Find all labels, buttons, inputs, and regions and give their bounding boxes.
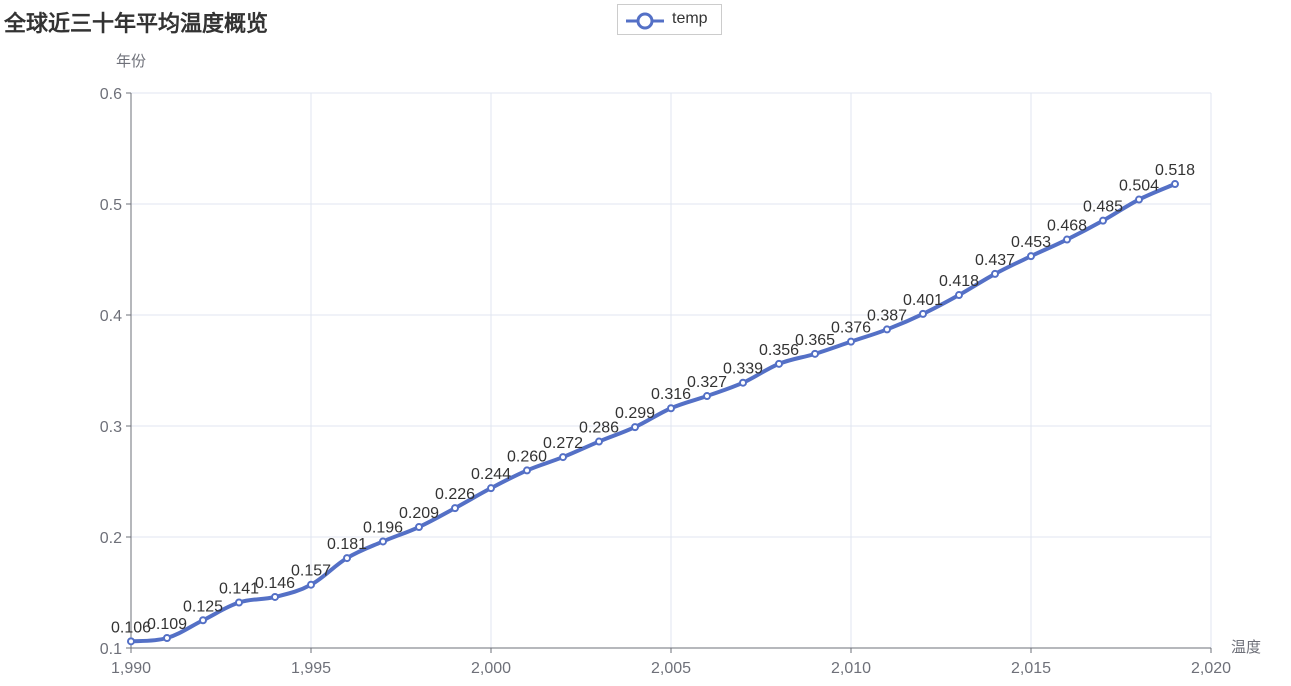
data-point <box>451 504 459 513</box>
data-label: 0.327 <box>687 374 727 391</box>
data-point <box>919 309 927 318</box>
data-point <box>883 325 891 334</box>
data-label: 0.226 <box>435 486 475 503</box>
data-point <box>343 554 351 563</box>
data-label: 0.244 <box>471 466 511 483</box>
chart-title: 全球近三十年平均温度概览 <box>4 12 269 37</box>
data-label: 0.316 <box>651 386 691 403</box>
x-tick-label: 1,990 <box>111 660 151 677</box>
data-point <box>595 437 603 446</box>
data-point <box>1027 252 1035 261</box>
data-point <box>235 598 243 607</box>
data-label: 0.504 <box>1119 178 1159 195</box>
x-tick-label: 2,020 <box>1191 660 1231 677</box>
data-point <box>667 404 675 413</box>
y-tick-label: 0.1 <box>100 641 122 658</box>
data-point <box>379 537 387 546</box>
data-label: 0.106 <box>111 619 151 636</box>
data-label: 0.125 <box>183 598 223 615</box>
data-point <box>955 291 963 300</box>
data-label: 0.387 <box>867 307 907 324</box>
legend-line-circle-icon <box>626 12 664 30</box>
data-label: 0.418 <box>939 273 979 290</box>
x-axis-name: 温度 <box>1231 638 1261 656</box>
data-point <box>199 616 207 625</box>
data-label: 0.196 <box>363 519 403 536</box>
data-point <box>1063 235 1071 244</box>
data-point <box>127 637 135 646</box>
data-label: 0.453 <box>1011 234 1051 251</box>
data-point <box>559 453 567 462</box>
data-point <box>307 580 315 589</box>
data-point <box>1099 216 1107 225</box>
data-label: 0.146 <box>255 575 295 592</box>
data-point <box>523 466 531 475</box>
y-tick-label: 0.3 <box>100 419 122 436</box>
data-label: 0.468 <box>1047 218 1087 235</box>
data-point <box>631 423 639 432</box>
data-label: 0.339 <box>723 361 763 378</box>
y-tick-label: 0.4 <box>100 308 122 325</box>
data-label: 0.485 <box>1083 199 1123 216</box>
data-label: 0.272 <box>543 435 583 452</box>
data-point <box>163 634 171 643</box>
x-tick-label: 2,000 <box>471 660 511 677</box>
data-label: 0.376 <box>831 320 871 337</box>
data-label: 0.356 <box>759 342 799 359</box>
data-point <box>847 337 855 346</box>
data-label: 0.401 <box>903 292 943 309</box>
data-label: 0.157 <box>291 563 331 580</box>
data-label: 0.141 <box>219 580 259 597</box>
legend-label: temp <box>672 10 708 27</box>
data-point <box>703 392 711 401</box>
data-label: 0.365 <box>795 332 835 349</box>
x-tick-label: 2,015 <box>1011 660 1051 677</box>
x-tick-label: 2,010 <box>831 660 871 677</box>
data-label: 0.299 <box>615 405 655 422</box>
data-label: 0.181 <box>327 536 367 553</box>
data-label: 0.518 <box>1155 162 1195 179</box>
data-point <box>487 484 495 493</box>
y-tick-label: 0.2 <box>100 530 122 547</box>
data-point <box>811 349 819 358</box>
data-point <box>775 359 783 368</box>
data-point <box>271 592 279 601</box>
data-label: 0.260 <box>507 448 547 465</box>
y-tick-label: 0.5 <box>100 197 122 214</box>
x-tick-label: 1,995 <box>291 660 331 677</box>
y-axis-name: 年份 <box>116 52 146 70</box>
legend[interactable]: temp <box>617 4 722 35</box>
data-point <box>1171 180 1179 189</box>
data-label: 0.109 <box>147 616 187 633</box>
data-point <box>739 378 747 387</box>
data-point <box>415 523 423 532</box>
data-label: 0.209 <box>399 505 439 522</box>
data-label: 0.437 <box>975 252 1015 269</box>
data-label: 0.286 <box>579 420 619 437</box>
data-point <box>1135 195 1143 204</box>
data-point <box>991 269 999 278</box>
x-tick-label: 2,005 <box>651 660 691 677</box>
y-tick-label: 0.6 <box>100 86 122 103</box>
